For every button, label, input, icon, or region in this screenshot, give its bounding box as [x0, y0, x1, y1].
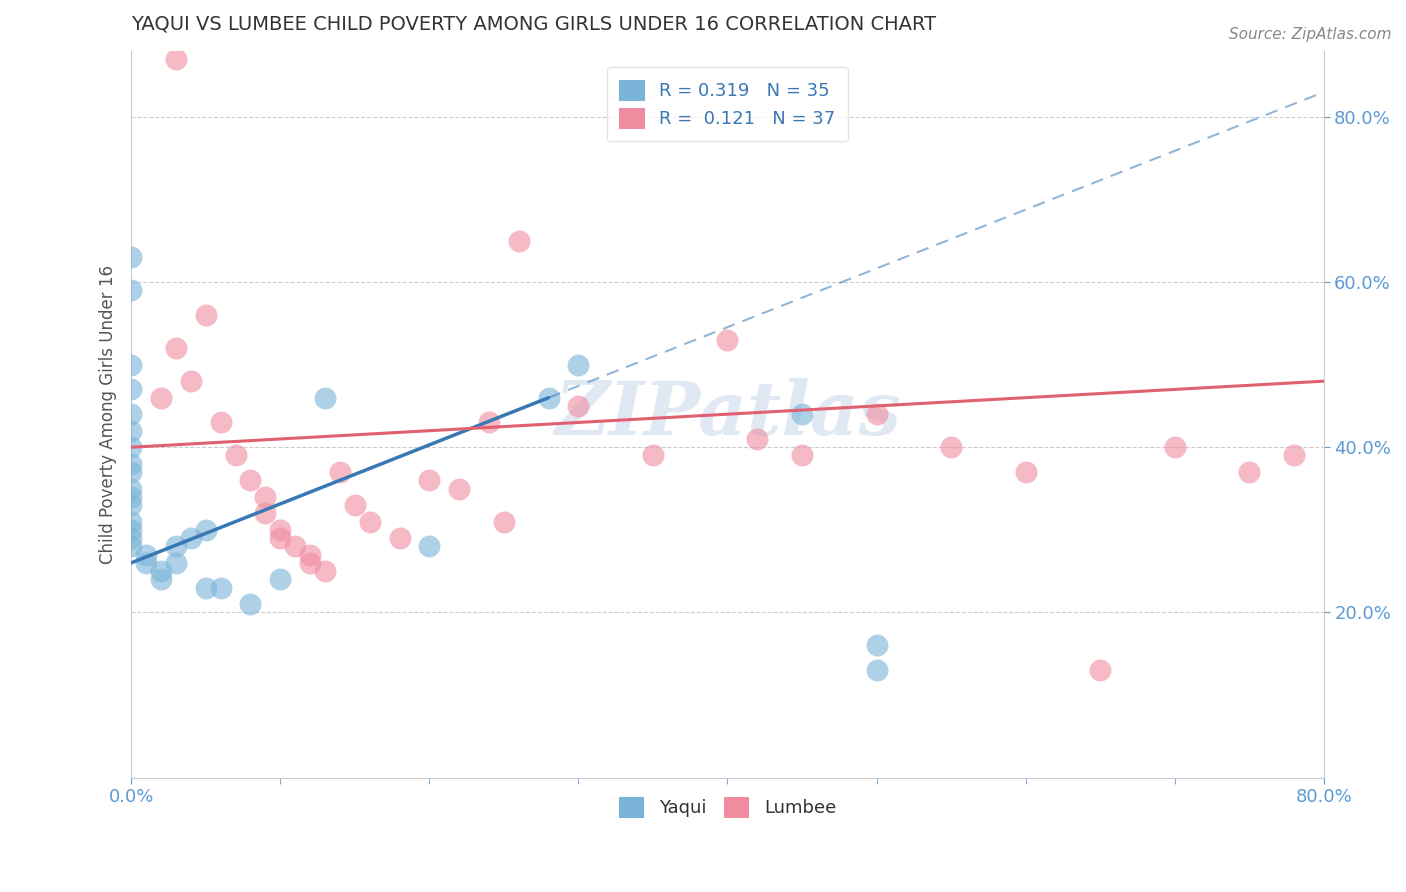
- Point: [865, 407, 887, 421]
- Point: [180, 531, 202, 545]
- Point: [269, 531, 291, 545]
- Point: [150, 564, 173, 578]
- Point: [1014, 465, 1036, 479]
- Point: [388, 531, 411, 545]
- Point: [150, 391, 173, 405]
- Text: Source: ZipAtlas.com: Source: ZipAtlas.com: [1229, 27, 1392, 42]
- Point: [269, 573, 291, 587]
- Point: [120, 515, 142, 529]
- Legend: Yaqui, Lumbee: Yaqui, Lumbee: [610, 788, 845, 827]
- Point: [314, 564, 336, 578]
- Point: [180, 374, 202, 388]
- Point: [239, 597, 262, 611]
- Point: [449, 482, 471, 496]
- Point: [299, 548, 322, 562]
- Point: [165, 341, 187, 355]
- Point: [135, 556, 157, 570]
- Point: [120, 539, 142, 553]
- Point: [120, 283, 142, 297]
- Point: [120, 490, 142, 504]
- Point: [716, 333, 738, 347]
- Point: [790, 407, 813, 421]
- Text: ZIPatlas: ZIPatlas: [554, 378, 901, 450]
- Point: [194, 523, 217, 537]
- Point: [1282, 449, 1305, 463]
- Point: [194, 308, 217, 322]
- Point: [120, 250, 142, 264]
- Point: [537, 391, 560, 405]
- Point: [254, 506, 277, 520]
- Point: [418, 473, 440, 487]
- Point: [165, 556, 187, 570]
- Point: [478, 416, 501, 430]
- Point: [120, 531, 142, 545]
- Point: [120, 407, 142, 421]
- Point: [1237, 465, 1260, 479]
- Point: [418, 539, 440, 553]
- Point: [150, 573, 173, 587]
- Point: [865, 639, 887, 653]
- Point: [120, 457, 142, 471]
- Point: [865, 663, 887, 677]
- Point: [1088, 663, 1111, 677]
- Text: YAQUI VS LUMBEE CHILD POVERTY AMONG GIRLS UNDER 16 CORRELATION CHART: YAQUI VS LUMBEE CHILD POVERTY AMONG GIRL…: [131, 15, 936, 34]
- Y-axis label: Child Poverty Among Girls Under 16: Child Poverty Among Girls Under 16: [100, 265, 117, 564]
- Point: [269, 523, 291, 537]
- Point: [120, 465, 142, 479]
- Point: [165, 52, 187, 66]
- Point: [314, 391, 336, 405]
- Point: [120, 383, 142, 397]
- Point: [343, 498, 366, 512]
- Point: [329, 465, 352, 479]
- Point: [284, 539, 307, 553]
- Point: [299, 556, 322, 570]
- Point: [492, 515, 515, 529]
- Point: [939, 440, 962, 454]
- Point: [209, 416, 232, 430]
- Point: [790, 449, 813, 463]
- Point: [120, 482, 142, 496]
- Point: [120, 424, 142, 438]
- Point: [239, 473, 262, 487]
- Point: [120, 498, 142, 512]
- Point: [641, 449, 664, 463]
- Point: [120, 440, 142, 454]
- Point: [508, 234, 530, 248]
- Point: [165, 539, 187, 553]
- Point: [1163, 440, 1185, 454]
- Point: [120, 358, 142, 372]
- Point: [209, 581, 232, 595]
- Point: [194, 581, 217, 595]
- Point: [567, 399, 589, 413]
- Point: [120, 523, 142, 537]
- Point: [359, 515, 381, 529]
- Point: [135, 548, 157, 562]
- Point: [747, 432, 769, 446]
- Point: [567, 358, 589, 372]
- Point: [254, 490, 277, 504]
- Point: [225, 449, 247, 463]
